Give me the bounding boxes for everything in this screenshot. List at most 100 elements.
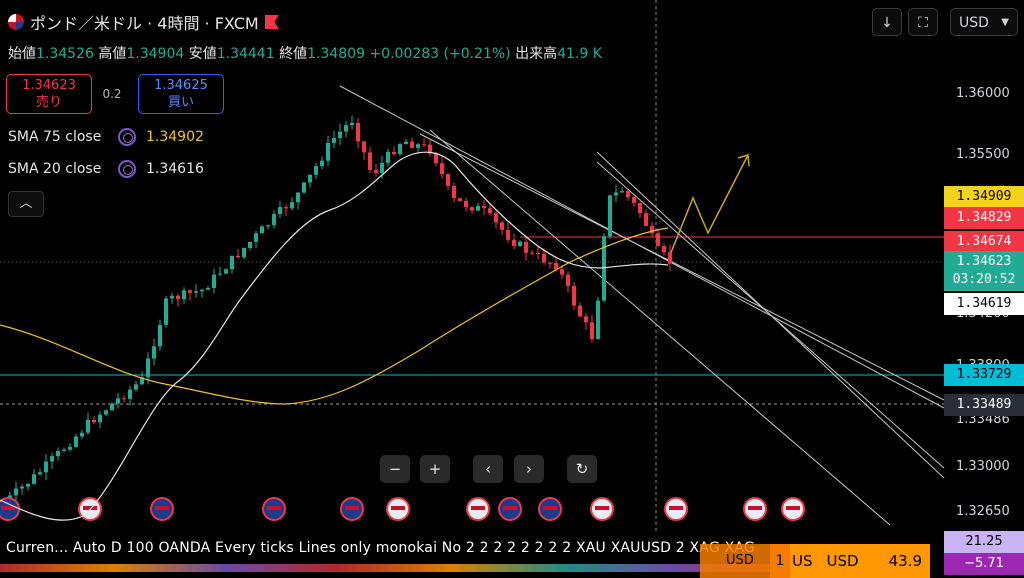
collapse-legend-button[interactable]: ︿ bbox=[8, 191, 44, 217]
candle-body bbox=[392, 151, 396, 155]
fullscreen-button[interactable]: ⛶ bbox=[908, 8, 938, 36]
scroll-right-button[interactable]: › bbox=[514, 455, 544, 483]
candle-body bbox=[488, 208, 492, 214]
candle-body bbox=[68, 446, 72, 450]
candle-body bbox=[614, 192, 618, 196]
candle-body bbox=[410, 141, 414, 148]
buy-label: 買い bbox=[167, 95, 194, 110]
low-value: 1.34441 bbox=[216, 46, 275, 62]
indicator-settings-icon[interactable] bbox=[118, 160, 136, 178]
minus-icon: − bbox=[388, 460, 402, 478]
axis-tick: 1.35500 bbox=[956, 147, 1010, 162]
zoom-out-button[interactable]: − bbox=[380, 455, 410, 483]
indicator-sma75[interactable]: SMA 75 close 1.34902 bbox=[8, 128, 204, 146]
candle-body bbox=[572, 285, 576, 306]
candle-body bbox=[98, 414, 102, 423]
candle-body bbox=[260, 226, 264, 234]
candle-body bbox=[626, 191, 630, 198]
chip-value: 43.9 bbox=[888, 552, 922, 570]
zoom-in-button[interactable]: + bbox=[420, 455, 450, 483]
candle-body bbox=[50, 456, 54, 462]
candle-body bbox=[494, 213, 498, 223]
volume-value: 41.9 K bbox=[557, 46, 602, 62]
flag-stripe bbox=[543, 506, 557, 510]
candle-body bbox=[656, 233, 660, 246]
candle-body bbox=[182, 290, 186, 300]
trendline-4[interactable] bbox=[596, 161, 945, 469]
us-usd-chip[interactable]: US USD 43.9 bbox=[790, 544, 930, 578]
indicator-value: 1.34616 bbox=[146, 161, 204, 177]
candle-body bbox=[104, 410, 108, 415]
download-button[interactable]: ↓ bbox=[872, 8, 902, 36]
flag-stripe bbox=[786, 506, 800, 510]
candle-body bbox=[254, 233, 258, 242]
trendline-2[interactable] bbox=[429, 129, 891, 526]
candle-body bbox=[482, 205, 486, 209]
flag-stripe bbox=[748, 506, 762, 510]
open-value: 1.34526 bbox=[36, 46, 94, 62]
spread-value: 0.2 bbox=[102, 87, 122, 101]
usd-chip[interactable]: USD bbox=[700, 544, 770, 578]
flag-stripe bbox=[669, 506, 683, 510]
sell-price: 1.34623 bbox=[22, 78, 76, 93]
candle-body bbox=[422, 144, 426, 146]
axis-tick: 1.32650 bbox=[956, 504, 1010, 519]
sell-label: 売り bbox=[35, 95, 62, 110]
forecast-path[interactable] bbox=[669, 154, 749, 256]
sell-button[interactable]: 1.34623 売り bbox=[6, 74, 92, 114]
indicator-name: SMA 20 close bbox=[8, 161, 102, 177]
candle-body bbox=[86, 419, 90, 433]
chevron-right-icon: › bbox=[526, 460, 532, 478]
candle-body bbox=[590, 322, 594, 340]
chevron-up-icon: ︿ bbox=[19, 196, 33, 211]
currency-label: USD bbox=[959, 15, 989, 31]
flag-marker-icon[interactable] bbox=[264, 15, 279, 29]
candle-body bbox=[188, 290, 192, 293]
candle-body bbox=[128, 389, 132, 399]
candle-body bbox=[38, 472, 42, 475]
chevron-left-icon: ‹ bbox=[485, 460, 491, 478]
ohlc-legend: 始値1.34526 高値1.34904 安値1.34441 終値1.34809 … bbox=[8, 43, 602, 63]
candle-body bbox=[398, 144, 402, 155]
sma75-price-label: 1.34909 bbox=[944, 186, 1024, 208]
candle-body bbox=[152, 346, 156, 359]
candle-body bbox=[74, 436, 78, 447]
symbol-header[interactable]: ポンド／米ドル · 4時間 · FXCM bbox=[8, 10, 279, 34]
candle-body bbox=[158, 324, 162, 347]
oscillator-value-bottom: −5.71 bbox=[944, 553, 1024, 575]
axis-tick: 1.33000 bbox=[956, 459, 1010, 474]
candle-body bbox=[554, 263, 558, 270]
currency-select[interactable]: USD ▼ bbox=[950, 8, 1018, 36]
candle-body bbox=[296, 192, 300, 203]
candle-body bbox=[32, 474, 36, 484]
candle-body bbox=[212, 274, 216, 288]
buy-button[interactable]: 1.34625 買い bbox=[138, 74, 224, 114]
candle-body bbox=[26, 483, 30, 487]
candle-body bbox=[224, 269, 228, 274]
candle-body bbox=[542, 253, 546, 263]
candle-body bbox=[122, 398, 126, 400]
usd-chip-label: USD bbox=[726, 553, 754, 568]
symbol-title[interactable]: ポンド／米ドル · 4時間 · FXCM bbox=[30, 14, 259, 33]
trendline-5[interactable] bbox=[419, 133, 945, 401]
flag-stripe bbox=[345, 506, 359, 510]
close-label: 終値 bbox=[279, 46, 308, 62]
candle-body bbox=[458, 198, 462, 201]
low-label: 安値 bbox=[188, 46, 217, 62]
candle-body bbox=[368, 152, 372, 171]
candle-body bbox=[218, 273, 222, 275]
candle-body bbox=[14, 488, 18, 496]
indicator-sma20[interactable]: SMA 20 close 1.34616 bbox=[8, 160, 204, 178]
candle-body bbox=[644, 213, 648, 226]
high-value: 1.34904 bbox=[126, 46, 185, 62]
candle-body bbox=[266, 225, 270, 227]
reset-chart-button[interactable]: ↻ bbox=[567, 455, 597, 483]
flag-stripe bbox=[503, 506, 517, 510]
scroll-left-button[interactable]: ‹ bbox=[473, 455, 503, 483]
candle-body bbox=[470, 207, 474, 211]
indicator-settings-icon[interactable] bbox=[118, 128, 136, 146]
candle-body bbox=[416, 144, 420, 148]
candle-body bbox=[92, 419, 96, 423]
candle-body bbox=[356, 122, 360, 142]
